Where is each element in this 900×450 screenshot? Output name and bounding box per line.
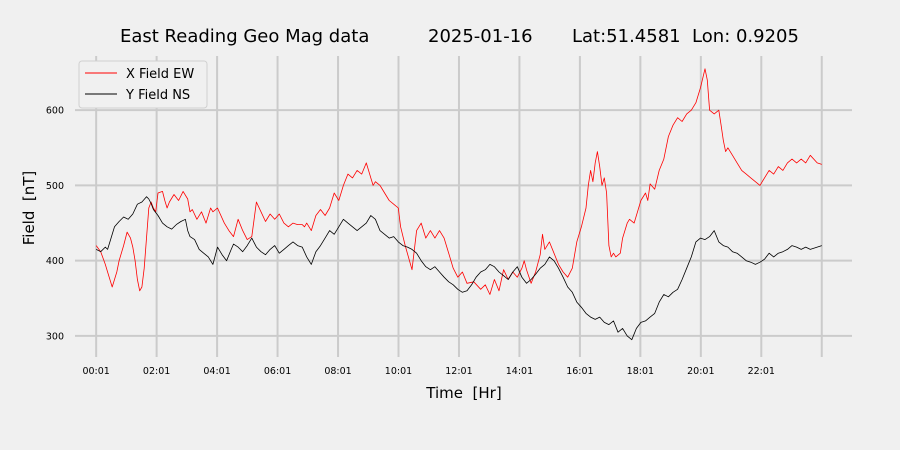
x-tick-label: 00:01 [82,366,109,377]
x-tick-label: 12:01 [445,366,472,377]
x-tick-labels: 00:01 02:01 04:01 06:01 08:01 10:01 12:01 14:01… [82,366,775,377]
series-line-y-field-ns [96,196,822,341]
x-tick-label: 04:01 [203,366,230,377]
x-axis-label: Time [Hr] [425,384,501,402]
x-tick-label: 02:01 [143,366,170,377]
x-tick-label: 08:01 [324,366,351,377]
series-layer [95,68,822,341]
chart-title-dataset: East Reading Geo Mag data [120,26,369,47]
x-tick-label: 06:01 [264,366,291,377]
x-tick-label: 20:01 [687,366,714,377]
y-tick-labels: 300 400 500 600 [46,106,64,343]
x-tick-label: 14:01 [506,366,533,377]
series-line-x-field-ew [95,68,822,295]
y-tick-label: 500 [46,181,64,192]
y-tick-label: 600 [46,106,64,117]
x-tick-label: 16:01 [566,366,593,377]
chart-title-date: 2025-01-16 [428,26,533,47]
legend-label-x-field: X Field EW [126,67,194,82]
x-tick-label: 22:01 [748,366,775,377]
y-tick-label: 400 [46,256,64,267]
y-axis-label: Field [nT] [20,171,38,246]
x-tick-label: 10:01 [385,366,412,377]
legend-label-y-field: Y Field NS [125,88,190,103]
legend: X Field EW Y Field NS [78,60,208,109]
y-tick-label: 300 [46,331,64,342]
chart-title-location: Lat:51.4581 Lon: 0.9205 [572,26,799,47]
x-tick-label: 18:01 [627,366,654,377]
y-gridlines [75,109,852,337]
